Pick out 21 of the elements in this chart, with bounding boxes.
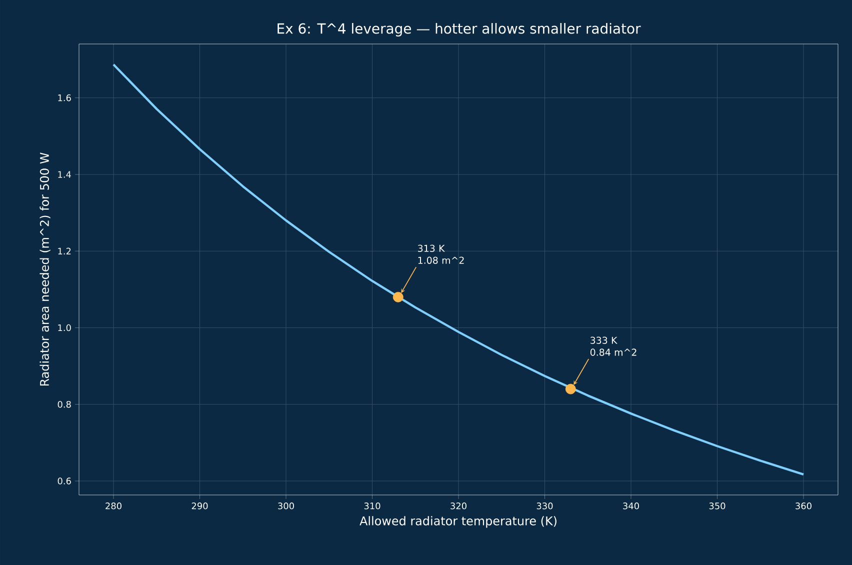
- annotation: 333 K 0.84 m^2: [590, 336, 636, 356]
- annotation: 313 K 1.08 m^2: [418, 244, 464, 264]
- x-tick-label: 280: [106, 502, 122, 510]
- x-tick-label: 320: [450, 502, 466, 510]
- y-tick-label: 1.6: [58, 94, 71, 102]
- x-tick-label: 310: [364, 502, 380, 510]
- x-tick-label: 360: [796, 502, 812, 510]
- y-tick-label: 1.2: [58, 248, 71, 254]
- x-tick-label: 340: [623, 502, 639, 510]
- y-tick-label: 1.4: [58, 171, 71, 178]
- x-tick-label: 290: [192, 502, 208, 510]
- chart-title: Ex 6: T^4 leverage — hotter allows smaller radiator: [278, 22, 641, 36]
- line-series: [112, 63, 805, 476]
- y-tick-label: 0.6: [58, 478, 71, 484]
- x-axis-title: Allowed radiator temperature (K): [360, 516, 556, 528]
- y-axis-title: Radiator area needed (m^2) for 500 W: [40, 152, 50, 386]
- x-tick-label: 350: [709, 502, 726, 510]
- x-tick-label: 330: [536, 502, 553, 510]
- y-tick-label: 1.0: [58, 324, 71, 332]
- x-tick-label: 300: [278, 502, 294, 510]
- y-tick-label: 0.8: [58, 400, 71, 408]
